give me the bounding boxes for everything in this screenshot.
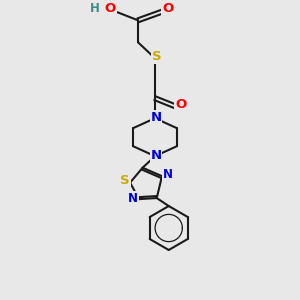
- Text: O: O: [162, 2, 174, 15]
- Text: N: N: [163, 168, 173, 181]
- Text: N: N: [150, 149, 162, 162]
- Text: S: S: [152, 50, 162, 63]
- Text: N: N: [150, 111, 162, 124]
- Text: N: N: [128, 192, 138, 205]
- Text: O: O: [175, 98, 187, 111]
- Text: H: H: [90, 2, 100, 15]
- Text: S: S: [120, 174, 130, 187]
- Text: O: O: [104, 2, 116, 15]
